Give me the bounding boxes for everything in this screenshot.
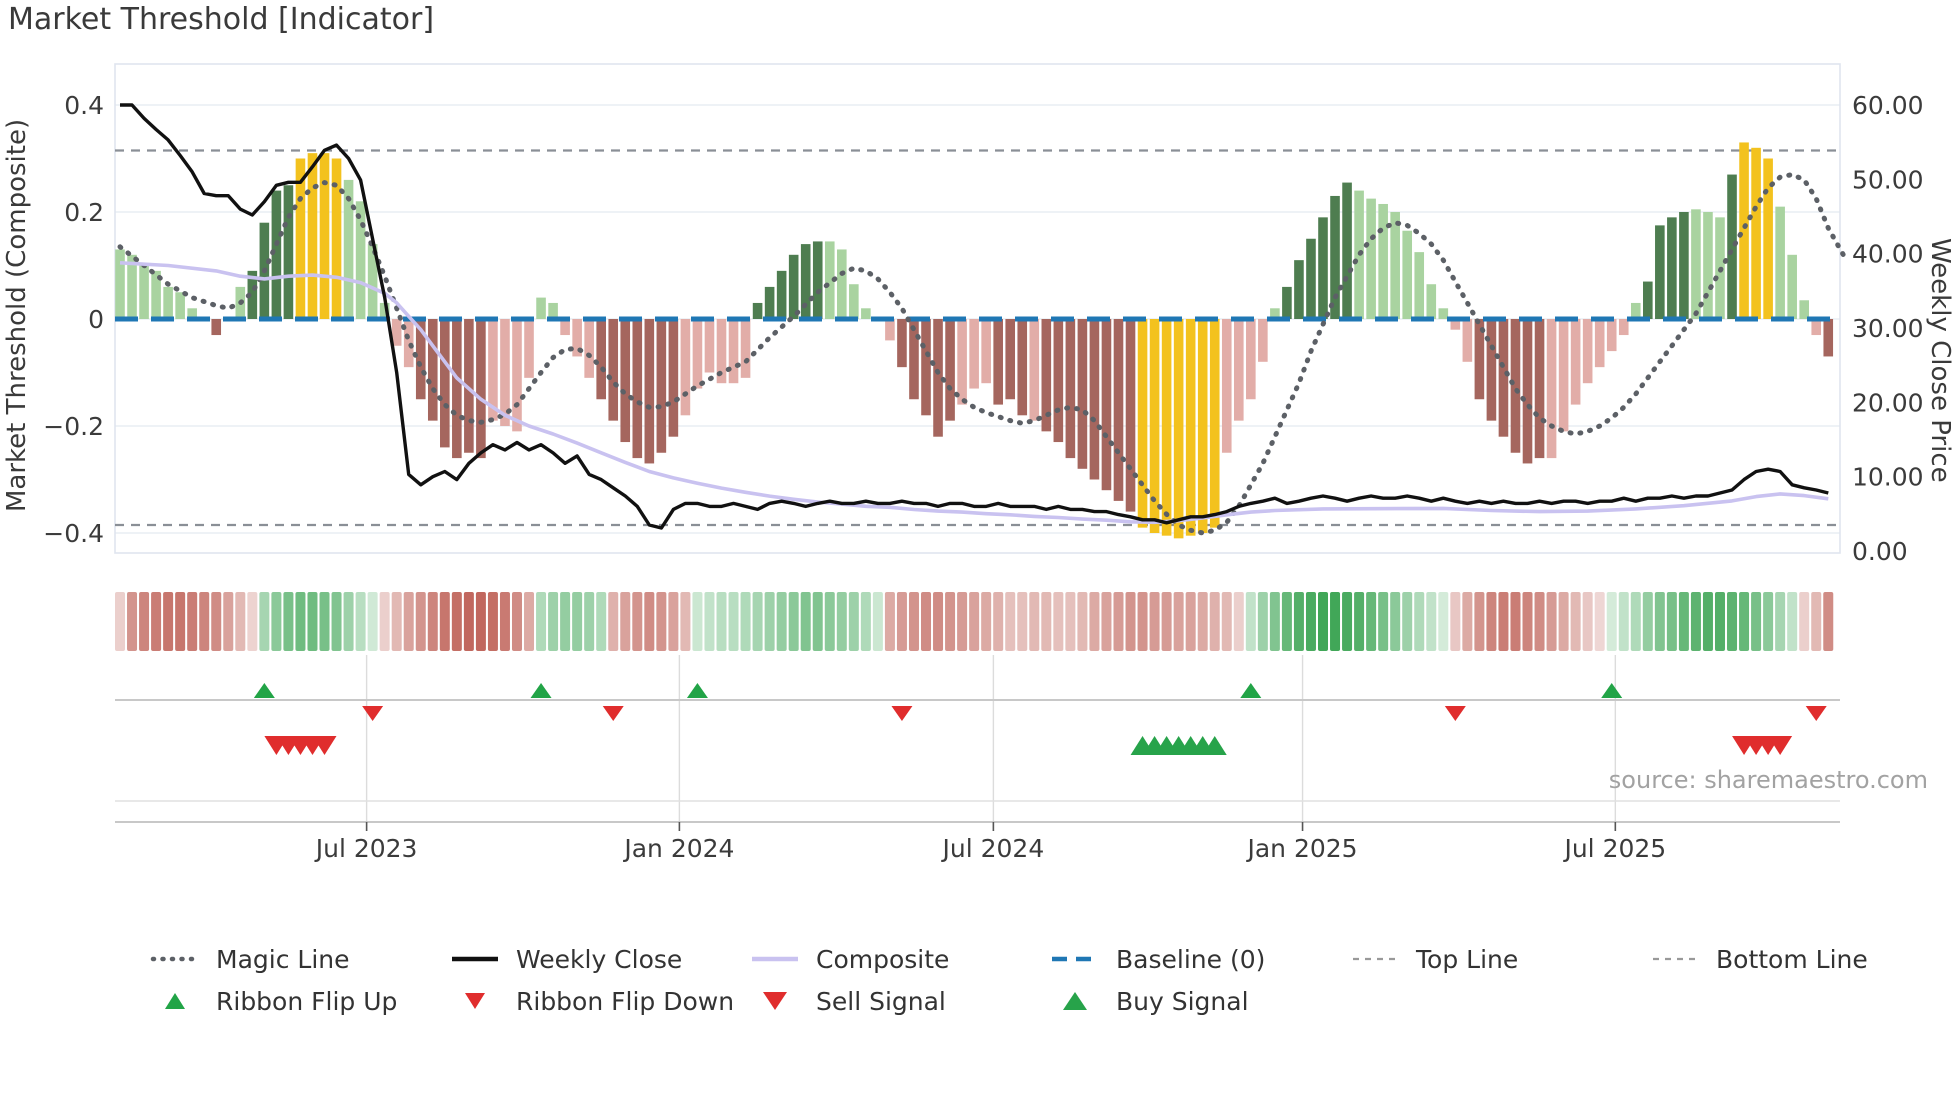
- legend-label: Ribbon Flip Down: [516, 986, 735, 1016]
- svg-text:60.00: 60.00: [1852, 91, 1924, 120]
- top-line-swatch-icon: [1347, 954, 1403, 964]
- svg-text:−0.4: −0.4: [43, 519, 104, 548]
- legend-item-buy-signal: Buy Signal: [1047, 987, 1347, 1016]
- y-axis-label-right: Weekly Close Price: [1925, 237, 1955, 483]
- svg-text:20.00: 20.00: [1852, 388, 1924, 417]
- ribbon-flip-up-icon: [147, 991, 203, 1011]
- legend-item-composite: Composite: [747, 945, 1047, 974]
- svg-text:50.00: 50.00: [1852, 165, 1924, 194]
- source-credit: source: sharemaestro.com: [1608, 766, 1928, 794]
- legend-item-sell-signal: Sell Signal: [747, 987, 1047, 1016]
- legend-item-weekly-close: Weekly Close: [447, 945, 747, 974]
- legend-label: Bottom Line: [1716, 944, 1868, 974]
- legend-item-top-line: Top Line: [1347, 945, 1647, 974]
- svg-text:0: 0: [88, 305, 104, 334]
- legend-item-magic-line: Magic Line: [147, 945, 447, 974]
- buy-signal-icon: [1047, 989, 1103, 1013]
- legend-item-ribbon-flip-up: Ribbon Flip Up: [147, 987, 447, 1016]
- bottom-line-swatch-icon: [1647, 954, 1703, 964]
- svg-text:Jan 2024: Jan 2024: [622, 834, 734, 863]
- chart-legend: Magic Line Weekly Close Composite Baseli…: [147, 938, 1947, 1022]
- svg-text:Jul 2024: Jul 2024: [941, 834, 1045, 863]
- legend-label: Ribbon Flip Up: [216, 986, 398, 1016]
- composite-swatch-icon: [747, 954, 803, 964]
- legend-item-bottom-line: Bottom Line: [1647, 945, 1947, 974]
- legend-label: Weekly Close: [516, 944, 683, 974]
- sell-signal-icon: [747, 989, 803, 1013]
- legend-row-1: Magic Line Weekly Close Composite Baseli…: [147, 938, 1947, 980]
- legend-label: Top Line: [1416, 944, 1519, 974]
- legend-item-baseline: Baseline (0): [1047, 945, 1347, 974]
- legend-row-2: Ribbon Flip Up Ribbon Flip Down Sell Sig…: [147, 980, 1947, 1022]
- legend-label: Buy Signal: [1116, 986, 1249, 1016]
- svg-text:10.00: 10.00: [1852, 463, 1924, 492]
- legend-label: Magic Line: [216, 944, 350, 974]
- baseline-swatch-icon: [1047, 954, 1103, 964]
- ribbon-flip-down-icon: [447, 991, 503, 1011]
- legend-label: Composite: [816, 944, 950, 974]
- svg-text:Jan 2025: Jan 2025: [1245, 834, 1357, 863]
- weekly-close-swatch-icon: [447, 954, 503, 964]
- svg-text:Jul 2025: Jul 2025: [1562, 834, 1666, 863]
- page-title: Market Threshold [Indicator]: [8, 2, 435, 37]
- svg-text:0.4: 0.4: [64, 91, 104, 120]
- legend-label: Sell Signal: [816, 986, 946, 1016]
- y-axis-label-left: Market Threshold (Composite): [2, 118, 32, 512]
- svg-text:Jul 2023: Jul 2023: [314, 834, 418, 863]
- legend-item-ribbon-flip-down: Ribbon Flip Down: [447, 987, 747, 1016]
- legend-label: Baseline (0): [1116, 944, 1266, 974]
- magic-line-swatch-icon: [147, 954, 203, 964]
- svg-text:−0.2: −0.2: [43, 412, 104, 441]
- svg-text:40.00: 40.00: [1852, 240, 1924, 269]
- svg-text:0.00: 0.00: [1852, 537, 1908, 566]
- svg-text:0.2: 0.2: [64, 198, 104, 227]
- svg-text:30.00: 30.00: [1852, 314, 1924, 343]
